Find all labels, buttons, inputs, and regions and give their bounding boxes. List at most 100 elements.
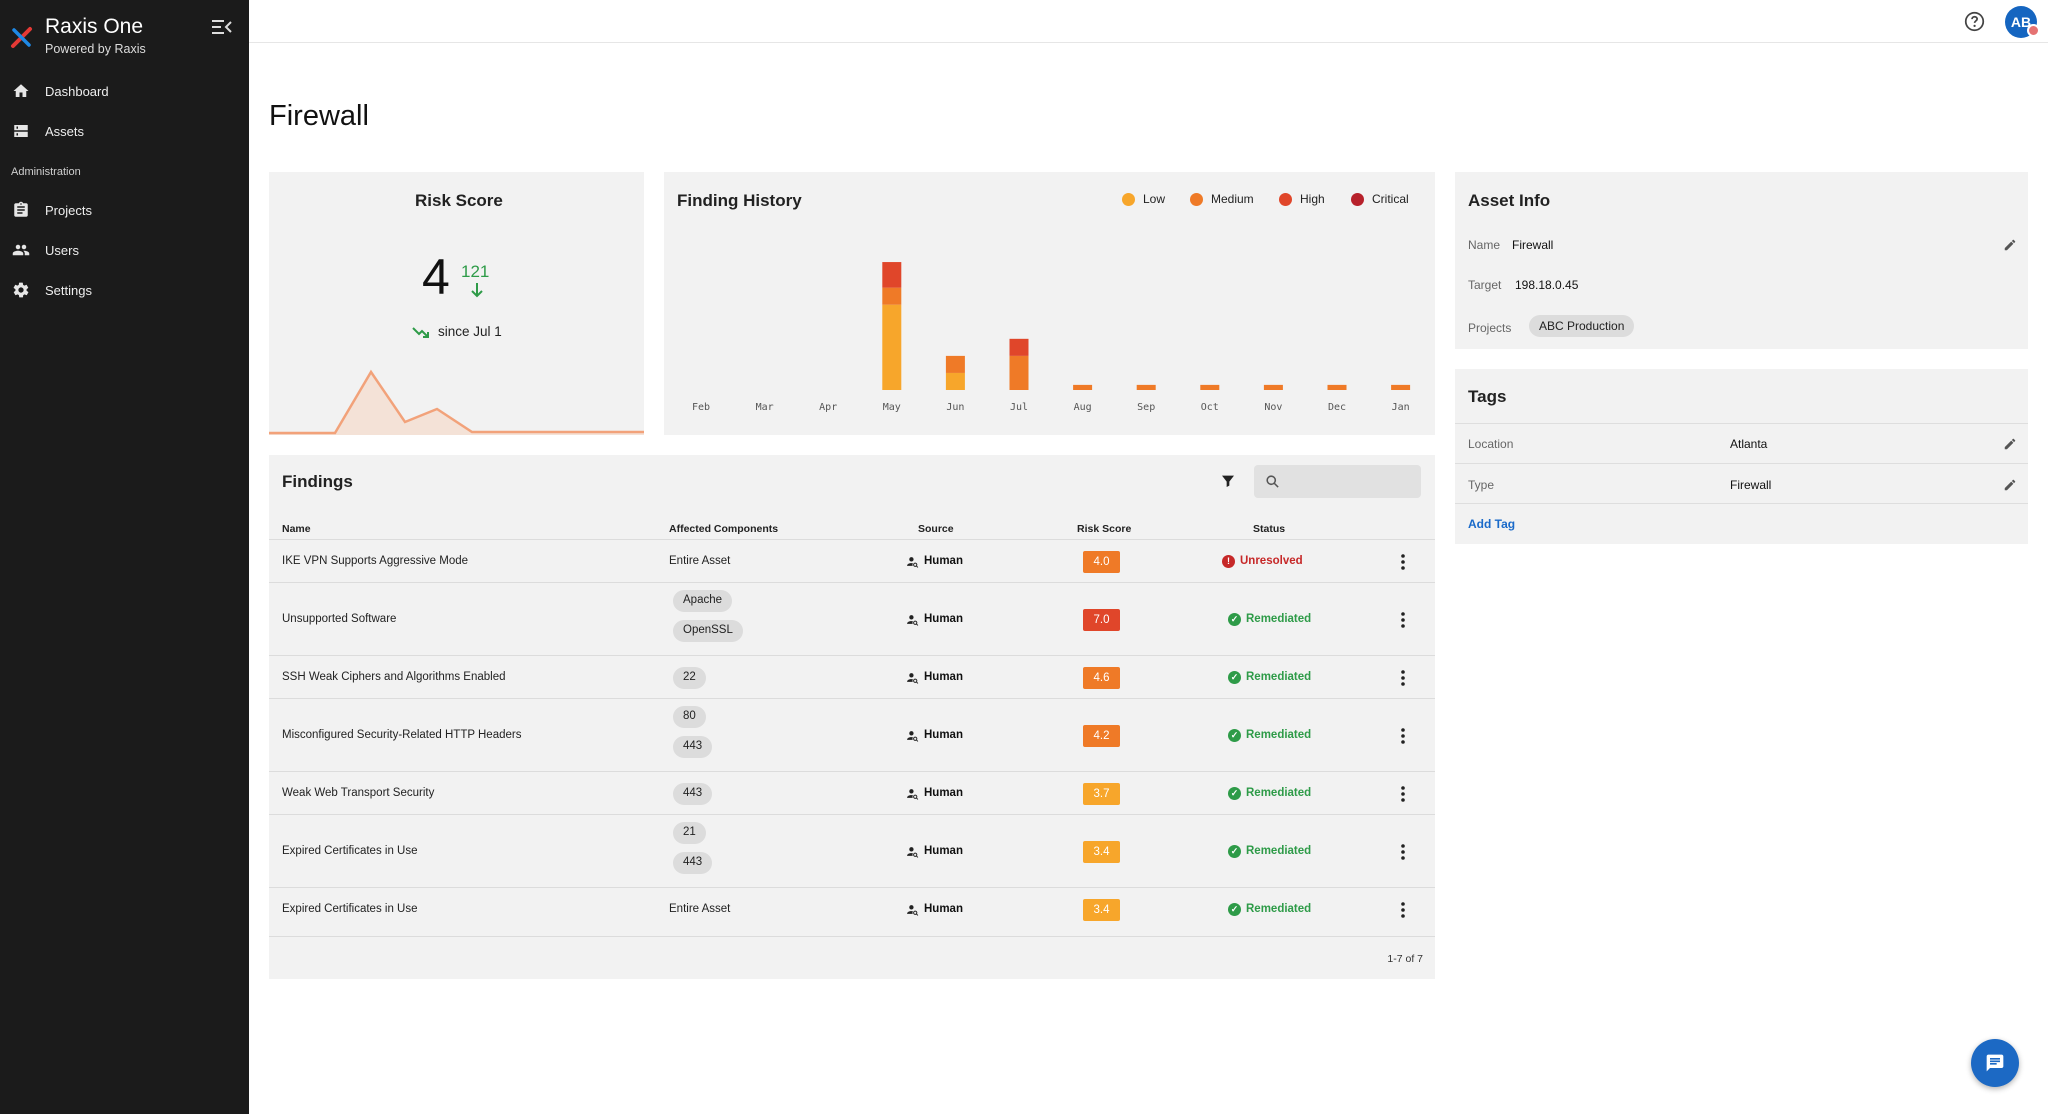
person-search-icon: [907, 846, 919, 858]
x-tick-label: Oct: [1201, 402, 1219, 413]
tag-value: Atlanta: [1730, 437, 1768, 451]
source-label: Human: [924, 845, 963, 857]
status-label: Remediated: [1246, 613, 1312, 625]
status-badge: ✓ Remediated: [1228, 612, 1312, 626]
table-row[interactable]: SSH Weak Ciphers and Algorithms Enabled 2…: [269, 655, 1435, 698]
table-row[interactable]: Expired Certificates in Use 21 443 Human 3.4…: [269, 814, 1435, 887]
status-badge: ✓ Remediated: [1228, 670, 1311, 684]
check-circle-icon: ✓: [1228, 902, 1241, 916]
column-header-status[interactable]: Status: [1253, 523, 1286, 535]
bar-may-low: [882, 304, 902, 390]
risk-score-badge: 4.2: [1083, 724, 1120, 747]
risk-score-badge: 3.4: [1083, 840, 1120, 863]
collapse-menu-icon[interactable]: [212, 18, 232, 36]
component-chip: 80: [673, 706, 706, 728]
status-label: Remediated: [1246, 845, 1312, 857]
edit-name-icon[interactable]: [2003, 238, 2017, 252]
finding-name[interactable]: Weak Web Transport Security: [282, 786, 435, 799]
findings-card: Findings Name Affected Components Source…: [269, 455, 1435, 979]
risk-score-badge: 3.7: [1083, 782, 1120, 805]
project-chip[interactable]: ABC Production: [1529, 315, 1635, 337]
status-label: Remediated: [1246, 729, 1312, 741]
row-menu-icon[interactable]: [1400, 843, 1406, 860]
bar-nov-medium: [1263, 384, 1283, 390]
bar-jul-medium: [1009, 355, 1029, 390]
column-header-risk-score[interactable]: Risk Score: [1077, 523, 1132, 535]
legend-label: High: [1300, 192, 1325, 206]
sidebar-item-label: Dashboard: [45, 83, 109, 99]
row-menu-icon[interactable]: [1400, 901, 1406, 918]
edit-tag-icon[interactable]: [2003, 478, 2017, 492]
finding-name[interactable]: IKE VPN Supports Aggressive Mode: [282, 554, 469, 567]
asset-info-title: Asset Info: [1468, 191, 1551, 210]
check-circle-icon: ✓: [1228, 786, 1241, 800]
status-badge: ✓ Remediated: [1228, 844, 1312, 858]
row-menu-icon[interactable]: [1400, 553, 1406, 570]
status-label: Unresolved: [1240, 555, 1303, 567]
table-row[interactable]: Weak Web Transport Security 443 Human 3.7 ✓ R…: [269, 771, 1435, 814]
risk-score-previous: 121: [461, 262, 490, 281]
x-tick-label: Dec: [1328, 402, 1346, 413]
sidebar-item-assets[interactable]: Assets: [0, 111, 249, 151]
x-tick-label: Feb: [692, 402, 710, 413]
filter-icon[interactable]: [1220, 473, 1236, 489]
person-search-icon: [907, 614, 919, 626]
row-menu-icon[interactable]: [1400, 669, 1406, 686]
finding-name[interactable]: Expired Certificates in Use: [282, 844, 418, 857]
tag-value: Firewall: [1730, 478, 1772, 492]
finding-name[interactable]: Expired Certificates in Use: [282, 902, 418, 915]
add-tag-link[interactable]: Add Tag: [1468, 517, 1516, 531]
bar-jan-medium: [1391, 384, 1411, 390]
row-menu-icon[interactable]: [1400, 611, 1406, 628]
column-header-name[interactable]: Name: [282, 523, 311, 535]
x-tick-label: May: [883, 402, 901, 413]
avatar-badge: [2027, 24, 2040, 37]
chat-button[interactable]: [1971, 1039, 2019, 1087]
source-cell: Human: [906, 555, 963, 568]
row-menu-icon[interactable]: [1400, 785, 1406, 802]
table-row[interactable]: IKE VPN Supports Aggressive Mode Entire A…: [269, 539, 1435, 582]
pagination-label: 1-7 of 7: [1387, 953, 1423, 965]
component-chip: 443: [673, 736, 713, 758]
x-tick-label: Apr: [819, 402, 837, 413]
table-row[interactable]: Misconfigured Security-Related HTTP Head…: [269, 698, 1435, 771]
status-badge: ✓ Remediated: [1228, 728, 1312, 742]
table-row[interactable]: Unsupported Software Apache OpenSSL Human 7.…: [269, 582, 1435, 655]
risk-score-badge: 3.4: [1083, 898, 1120, 921]
legend-item-medium: Medium: [1190, 192, 1254, 206]
row-menu-icon[interactable]: [1400, 727, 1406, 744]
bar-jul-high: [1009, 338, 1029, 356]
finding-name[interactable]: SSH Weak Ciphers and Algorithms Enabled: [282, 670, 506, 683]
bar-may-high: [882, 262, 902, 288]
person-search-icon: [907, 904, 919, 916]
finding-name[interactable]: Misconfigured Security-Related HTTP Head…: [282, 728, 522, 741]
sidebar-item-projects[interactable]: Projects: [0, 190, 249, 230]
check-circle-icon: ✓: [1228, 612, 1241, 626]
table-bottom-divider: [269, 936, 1435, 937]
finding-name[interactable]: Unsupported Software: [282, 612, 397, 625]
finding-history-card: Finding History Low Medium High Critical…: [664, 172, 1435, 435]
sidebar-item-dashboard[interactable]: Dashboard: [0, 71, 249, 111]
legend-item-high: High: [1279, 192, 1325, 206]
person-search-icon: [907, 730, 919, 742]
trending-down-icon: [412, 326, 429, 338]
search-input[interactable]: [1288, 465, 1416, 498]
component-chip: 443: [673, 782, 713, 805]
bar-may-medium: [882, 287, 902, 305]
edit-tag-icon[interactable]: [2003, 437, 2017, 451]
arrow-down-icon: [471, 283, 483, 298]
sidebar-item-users[interactable]: Users: [0, 230, 249, 270]
raxis-logo-icon: [11, 27, 32, 48]
source-label: Human: [924, 671, 963, 683]
table-row[interactable]: Expired Certificates in Use Entire Asset H…: [269, 887, 1435, 930]
column-header-source[interactable]: Source: [918, 523, 954, 535]
component-chip: OpenSSL: [673, 620, 743, 642]
sidebar-item-settings[interactable]: Settings: [0, 270, 249, 310]
person-search-icon: [907, 672, 919, 684]
person-search-icon: [907, 556, 919, 568]
legend-label: Critical: [1372, 192, 1409, 206]
tag-row: Location Atlanta: [1455, 423, 2028, 463]
column-header-components[interactable]: Affected Components: [669, 523, 779, 535]
help-icon[interactable]: [1964, 11, 1985, 32]
legend-item-critical: Critical: [1351, 192, 1409, 206]
